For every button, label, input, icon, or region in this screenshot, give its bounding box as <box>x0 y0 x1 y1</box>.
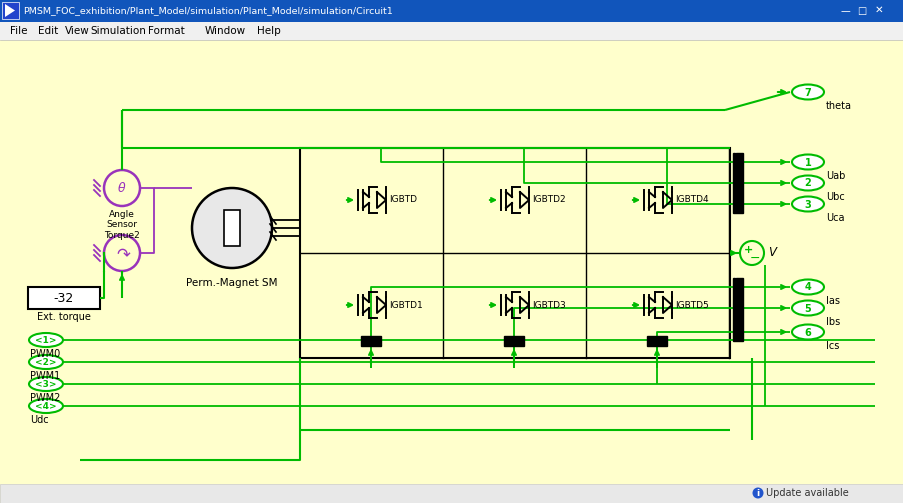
Text: Window: Window <box>205 26 246 36</box>
Ellipse shape <box>791 197 824 211</box>
Text: -32: -32 <box>54 292 74 304</box>
Text: ↷: ↷ <box>116 245 130 263</box>
Text: PWM1: PWM1 <box>30 371 61 381</box>
Bar <box>732 153 742 213</box>
Bar <box>0 0 903 22</box>
Text: Ics: Ics <box>825 341 839 351</box>
Text: Ias: Ias <box>825 296 839 306</box>
Text: Uca: Uca <box>825 213 843 223</box>
Bar <box>0 484 903 503</box>
Text: 6: 6 <box>804 327 811 338</box>
Text: Angle
Sensor
Torque2: Angle Sensor Torque2 <box>104 210 140 240</box>
Text: Uab: Uab <box>825 171 844 181</box>
Text: 4: 4 <box>804 283 811 293</box>
Text: <4>: <4> <box>35 402 57 411</box>
Ellipse shape <box>791 176 824 191</box>
Text: IGBTD1: IGBTD1 <box>388 300 423 309</box>
Text: 7: 7 <box>804 88 811 98</box>
Text: −: − <box>749 252 759 265</box>
Ellipse shape <box>29 355 63 369</box>
Text: +: + <box>743 245 753 255</box>
Bar <box>0 22 903 40</box>
Text: —: — <box>839 6 849 16</box>
Text: <1>: <1> <box>35 336 57 345</box>
Ellipse shape <box>29 399 63 413</box>
Ellipse shape <box>791 280 824 294</box>
Text: PMSM_FOC_exhibition/Plant_Model/simulation/Plant_Model/simulation/Circuit1: PMSM_FOC_exhibition/Plant_Model/simulati… <box>23 7 392 16</box>
Text: PWM2: PWM2 <box>30 393 61 403</box>
Circle shape <box>191 188 272 268</box>
Bar <box>2 2 19 19</box>
Circle shape <box>104 235 140 271</box>
Text: Ubc: Ubc <box>825 192 843 202</box>
Ellipse shape <box>791 154 824 170</box>
Text: i: i <box>756 489 759 498</box>
Text: File: File <box>10 26 27 36</box>
Text: Update available: Update available <box>765 488 848 498</box>
Ellipse shape <box>29 377 63 391</box>
Text: IGBTD5: IGBTD5 <box>675 300 708 309</box>
Text: Simulation: Simulation <box>90 26 145 36</box>
Text: Ibs: Ibs <box>825 317 839 327</box>
Text: 3: 3 <box>804 200 811 210</box>
Text: <2>: <2> <box>35 358 57 367</box>
Text: IGBTD4: IGBTD4 <box>675 196 708 205</box>
Polygon shape <box>5 4 15 17</box>
Bar <box>732 278 742 341</box>
Ellipse shape <box>791 324 824 340</box>
Bar <box>647 336 666 346</box>
Circle shape <box>751 487 763 498</box>
Text: IGBTD3: IGBTD3 <box>531 300 565 309</box>
Bar <box>224 210 239 246</box>
Ellipse shape <box>791 300 824 315</box>
Text: ✕: ✕ <box>874 5 882 15</box>
Bar <box>360 336 380 346</box>
Ellipse shape <box>791 85 824 100</box>
Text: Ext. torque: Ext. torque <box>37 312 91 322</box>
Bar <box>300 148 730 358</box>
Text: 2: 2 <box>804 179 811 189</box>
Text: Udc: Udc <box>30 415 49 425</box>
Text: □: □ <box>856 6 866 16</box>
Text: IGBTD2: IGBTD2 <box>531 196 565 205</box>
Bar <box>28 287 100 309</box>
Text: theta: theta <box>825 101 851 111</box>
Text: Edit: Edit <box>38 26 58 36</box>
Text: ': ' <box>733 275 735 281</box>
Text: ': ' <box>733 150 735 156</box>
Text: 1: 1 <box>804 157 811 167</box>
Text: IGBTD: IGBTD <box>388 196 416 205</box>
Text: 5: 5 <box>804 303 811 313</box>
Text: Format: Format <box>148 26 184 36</box>
Circle shape <box>104 170 140 206</box>
Text: Perm.-Magnet SM: Perm.-Magnet SM <box>186 278 277 288</box>
Text: PWM0: PWM0 <box>30 349 61 359</box>
Circle shape <box>740 241 763 265</box>
Text: Help: Help <box>256 26 281 36</box>
Text: V: V <box>768 246 775 260</box>
Text: θ: θ <box>118 182 126 195</box>
Ellipse shape <box>29 333 63 347</box>
Text: <3>: <3> <box>35 380 57 389</box>
Text: View: View <box>65 26 89 36</box>
Bar <box>504 336 524 346</box>
